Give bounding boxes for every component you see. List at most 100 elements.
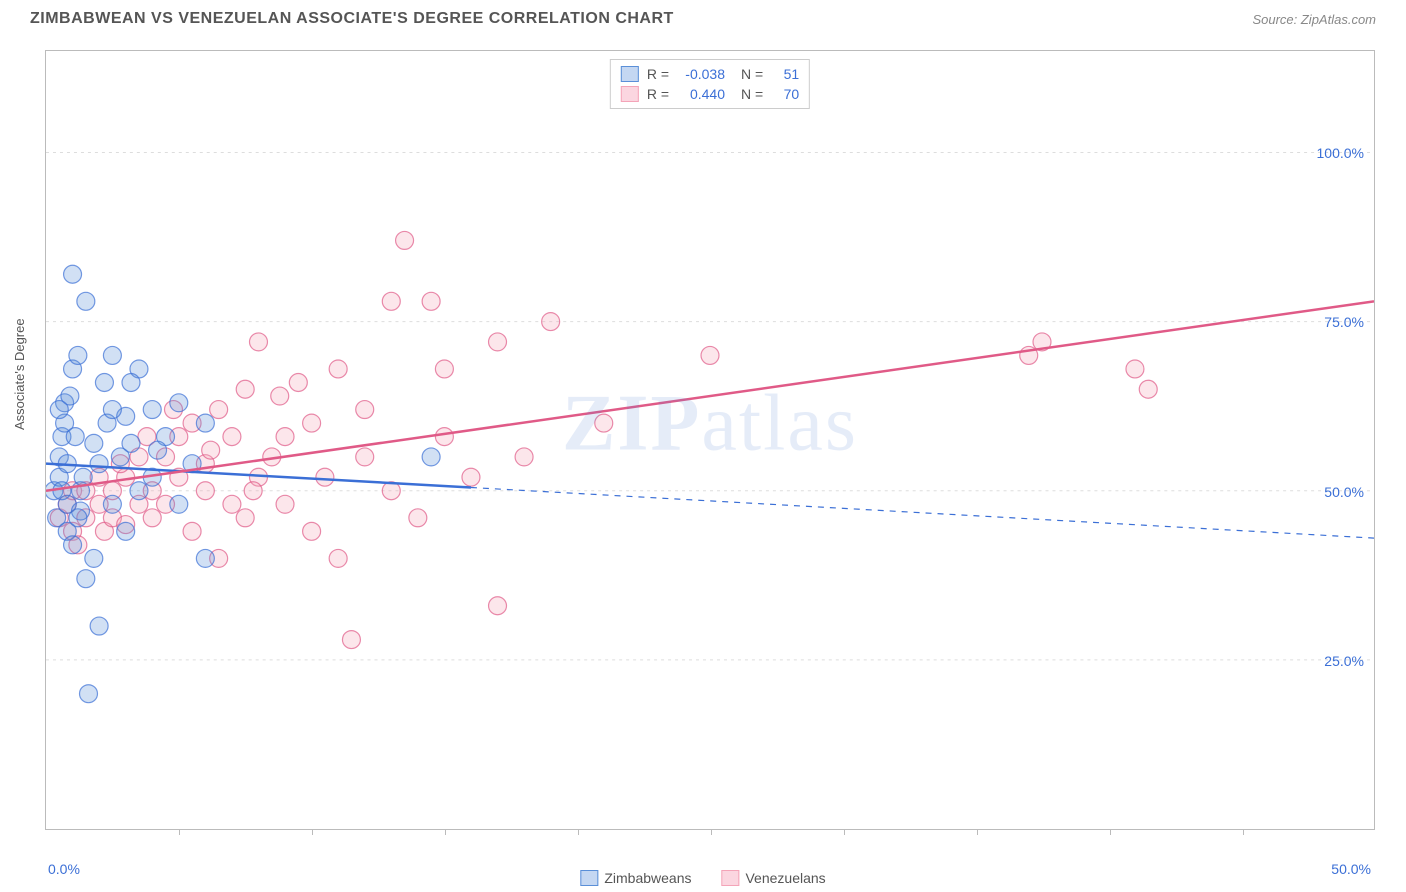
- title-bar: ZIMBABWEAN VS VENEZUELAN ASSOCIATE'S DEG…: [0, 0, 1406, 33]
- data-point: [701, 346, 719, 364]
- x-tick: [179, 829, 180, 835]
- data-point: [50, 401, 68, 419]
- r-label: R =: [647, 84, 669, 104]
- legend-item: Venezuelans: [721, 870, 825, 886]
- data-point: [64, 265, 82, 283]
- data-point: [276, 495, 294, 513]
- data-point: [77, 570, 95, 588]
- n-label: N =: [741, 84, 763, 104]
- data-point: [196, 549, 214, 567]
- data-point: [236, 380, 254, 398]
- n-label: N =: [741, 64, 763, 84]
- data-point: [130, 482, 148, 500]
- data-point: [170, 495, 188, 513]
- data-point: [396, 231, 414, 249]
- data-point: [382, 292, 400, 310]
- scatter-plot: [46, 51, 1374, 829]
- data-point: [80, 685, 98, 703]
- y-tick-label: 50.0%: [1324, 484, 1364, 500]
- data-point: [122, 374, 140, 392]
- stats-box: R = -0.038 N = 51 R = 0.440 N = 70: [610, 59, 810, 109]
- data-point: [435, 428, 453, 446]
- data-point: [77, 292, 95, 310]
- r-label: R =: [647, 64, 669, 84]
- n-value: 70: [771, 84, 799, 104]
- data-point: [595, 414, 613, 432]
- data-point: [223, 428, 241, 446]
- r-value: 0.440: [677, 84, 725, 104]
- data-point: [95, 374, 113, 392]
- data-point: [422, 448, 440, 466]
- data-point: [435, 360, 453, 378]
- x-tick: [977, 829, 978, 835]
- data-point: [1139, 380, 1157, 398]
- data-point: [149, 441, 167, 459]
- legend-label: Venezuelans: [745, 870, 825, 886]
- bottom-legend: Zimbabweans Venezuelans: [580, 870, 825, 886]
- data-point: [90, 455, 108, 473]
- chart-frame: ZIPatlas R =-0.038N =51R =0.440N =70 25.…: [45, 50, 1375, 830]
- r-value: -0.038: [677, 64, 725, 84]
- data-point: [303, 414, 321, 432]
- data-point: [103, 495, 121, 513]
- x-axis-min-label: 0.0%: [48, 861, 80, 877]
- legend-swatch: [621, 66, 639, 82]
- data-point: [66, 428, 84, 446]
- data-point: [422, 292, 440, 310]
- y-axis-label: Associate's Degree: [12, 318, 27, 430]
- data-point: [117, 522, 135, 540]
- data-point: [69, 509, 87, 527]
- data-point: [183, 522, 201, 540]
- x-tick: [445, 829, 446, 835]
- legend-label: Zimbabweans: [604, 870, 691, 886]
- data-point: [289, 374, 307, 392]
- data-point: [489, 333, 507, 351]
- data-point: [515, 448, 533, 466]
- trend-line-dashed: [471, 487, 1374, 538]
- data-point: [356, 401, 374, 419]
- data-point: [342, 631, 360, 649]
- y-tick-label: 25.0%: [1324, 653, 1364, 669]
- data-point: [85, 434, 103, 452]
- legend-item: Zimbabweans: [580, 870, 691, 886]
- data-point: [316, 468, 334, 486]
- data-point: [409, 509, 427, 527]
- data-point: [122, 434, 140, 452]
- data-point: [271, 387, 289, 405]
- data-point: [223, 495, 241, 513]
- data-point: [196, 414, 214, 432]
- data-point: [143, 401, 161, 419]
- data-point: [103, 346, 121, 364]
- legend-swatch: [580, 870, 598, 886]
- data-point: [489, 597, 507, 615]
- data-point: [356, 448, 374, 466]
- data-point: [462, 468, 480, 486]
- data-point: [329, 360, 347, 378]
- data-point: [196, 482, 214, 500]
- stats-row: R = 0.440 N = 70: [621, 84, 799, 104]
- data-point: [103, 401, 121, 419]
- data-point: [1126, 360, 1144, 378]
- stats-row: R = -0.038 N = 51: [621, 64, 799, 84]
- legend-swatch: [721, 870, 739, 886]
- data-point: [276, 428, 294, 446]
- data-point: [236, 509, 254, 527]
- data-point: [329, 549, 347, 567]
- data-point: [170, 394, 188, 412]
- x-tick: [1243, 829, 1244, 835]
- data-point: [210, 401, 228, 419]
- data-point: [202, 441, 220, 459]
- data-point: [303, 522, 321, 540]
- data-point: [69, 346, 87, 364]
- n-value: 51: [771, 64, 799, 84]
- x-axis-max-label: 50.0%: [1331, 861, 1371, 877]
- source-label: Source: ZipAtlas.com: [1252, 12, 1376, 27]
- data-point: [64, 536, 82, 554]
- data-point: [542, 313, 560, 331]
- x-tick: [578, 829, 579, 835]
- x-tick: [312, 829, 313, 835]
- x-tick: [1110, 829, 1111, 835]
- y-tick-label: 75.0%: [1324, 314, 1364, 330]
- data-point: [249, 333, 267, 351]
- legend-swatch: [621, 86, 639, 102]
